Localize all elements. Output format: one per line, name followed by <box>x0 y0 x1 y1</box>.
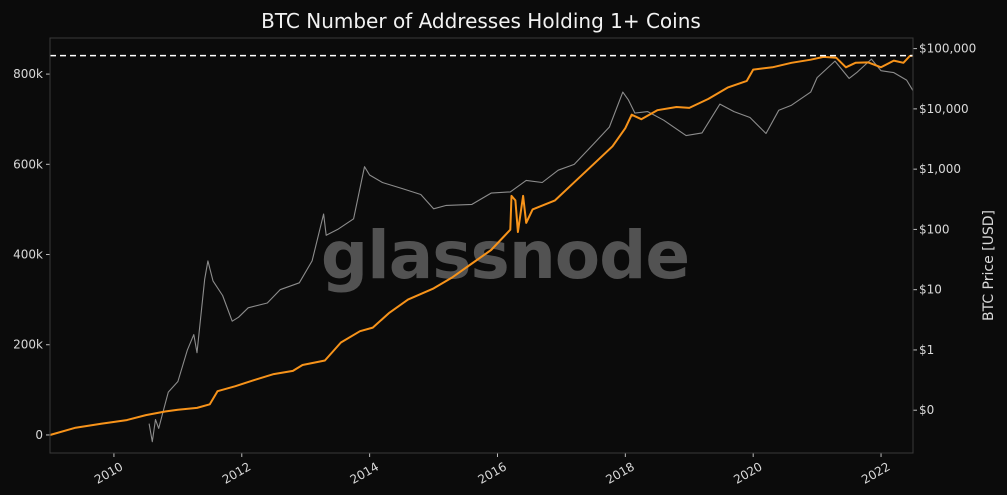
series-line-addresses <box>49 54 914 436</box>
y2-tick-label: $1,000 <box>919 162 961 176</box>
y2-tick-label: $10,000 <box>919 102 969 116</box>
plot-frame <box>49 37 914 454</box>
watermark-logo: glassnode <box>321 217 689 294</box>
y-tick-label: 600k <box>13 157 43 171</box>
y2-tick-label: $100 <box>919 222 950 236</box>
y2-tick-label: $0 <box>919 403 934 417</box>
y2-tick-label: $1 <box>919 343 934 357</box>
y2-tick-label: $10 <box>919 283 942 297</box>
series-line-price <box>148 58 914 443</box>
y-tick-label: 800k <box>13 67 43 81</box>
y2-tick-label: $100,000 <box>919 42 976 56</box>
series-layer <box>49 54 914 443</box>
y-tick-label: 400k <box>13 248 43 262</box>
y-tick-label: 0 <box>35 428 43 442</box>
chart-title: BTC Number of Addresses Holding 1+ Coins <box>261 9 701 33</box>
y-tick-label: 200k <box>13 338 43 352</box>
right-axis-title: BTC Price [USD] <box>981 210 997 321</box>
